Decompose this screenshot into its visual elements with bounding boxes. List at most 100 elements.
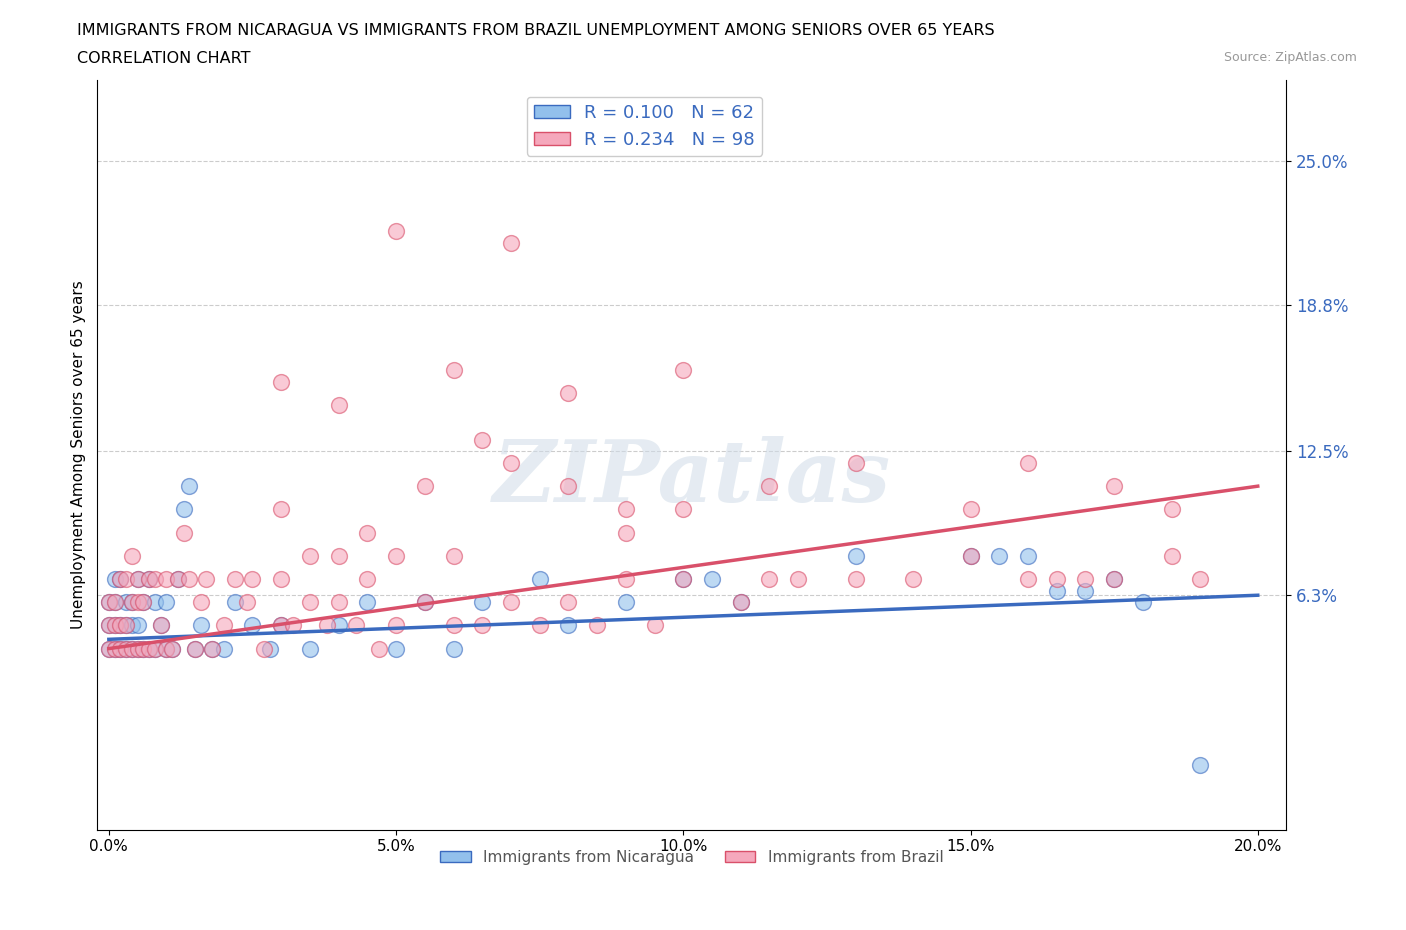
Point xyxy=(270,502,292,517)
Point xyxy=(1102,572,1125,587)
Point xyxy=(190,618,212,632)
Point xyxy=(143,595,166,610)
Point xyxy=(1189,572,1212,587)
Point xyxy=(557,386,579,401)
Point xyxy=(529,618,551,632)
Point xyxy=(242,572,264,587)
Point xyxy=(385,549,408,564)
Point xyxy=(614,595,637,610)
Point xyxy=(132,595,155,610)
Point xyxy=(281,618,304,632)
Point xyxy=(127,641,149,656)
Point xyxy=(845,572,868,587)
Point xyxy=(845,549,868,564)
Point xyxy=(413,595,436,610)
Point xyxy=(1017,456,1039,471)
Point xyxy=(143,641,166,656)
Point xyxy=(115,572,138,587)
Point xyxy=(529,572,551,587)
Point xyxy=(730,595,752,610)
Point xyxy=(586,618,609,632)
Point xyxy=(179,479,201,494)
Point xyxy=(103,595,125,610)
Point xyxy=(443,618,465,632)
Point xyxy=(132,595,155,610)
Point xyxy=(557,618,579,632)
Point xyxy=(155,595,177,610)
Point xyxy=(127,572,149,587)
Point xyxy=(557,479,579,494)
Point xyxy=(443,641,465,656)
Point xyxy=(132,641,155,656)
Point xyxy=(166,572,188,587)
Point xyxy=(700,572,723,587)
Point xyxy=(1189,757,1212,772)
Point xyxy=(644,618,666,632)
Point xyxy=(672,572,695,587)
Point xyxy=(1017,572,1039,587)
Point xyxy=(443,363,465,378)
Point xyxy=(97,595,120,610)
Point xyxy=(1074,572,1097,587)
Point xyxy=(173,525,195,540)
Point xyxy=(121,641,143,656)
Point xyxy=(672,363,695,378)
Point xyxy=(1017,549,1039,564)
Text: Source: ZipAtlas.com: Source: ZipAtlas.com xyxy=(1223,51,1357,64)
Point xyxy=(959,502,981,517)
Point xyxy=(270,572,292,587)
Point xyxy=(121,595,143,610)
Point xyxy=(1102,572,1125,587)
Point xyxy=(328,397,350,412)
Point xyxy=(988,549,1011,564)
Point xyxy=(1132,595,1154,610)
Point xyxy=(127,641,149,656)
Point xyxy=(385,223,408,238)
Point xyxy=(179,572,201,587)
Point xyxy=(316,618,339,632)
Point xyxy=(959,549,981,564)
Point xyxy=(557,595,579,610)
Point xyxy=(298,641,321,656)
Point xyxy=(121,595,143,610)
Point xyxy=(103,572,125,587)
Point xyxy=(328,618,350,632)
Point xyxy=(138,572,160,587)
Point xyxy=(356,525,378,540)
Point xyxy=(298,595,321,610)
Point xyxy=(672,572,695,587)
Point xyxy=(184,641,207,656)
Point xyxy=(1102,479,1125,494)
Point xyxy=(212,641,235,656)
Point xyxy=(110,572,132,587)
Point xyxy=(730,595,752,610)
Point xyxy=(121,618,143,632)
Point xyxy=(270,618,292,632)
Point xyxy=(103,595,125,610)
Point xyxy=(160,641,183,656)
Point xyxy=(235,595,257,610)
Text: ZIPatlas: ZIPatlas xyxy=(494,435,891,519)
Point xyxy=(499,235,522,250)
Point xyxy=(201,641,224,656)
Point xyxy=(127,618,149,632)
Point xyxy=(121,549,143,564)
Point xyxy=(344,618,367,632)
Legend: Immigrants from Nicaragua, Immigrants from Brazil: Immigrants from Nicaragua, Immigrants fr… xyxy=(434,844,949,870)
Point xyxy=(1160,502,1182,517)
Point xyxy=(138,572,160,587)
Point xyxy=(614,572,637,587)
Point xyxy=(499,456,522,471)
Point xyxy=(110,641,132,656)
Point xyxy=(97,618,120,632)
Point xyxy=(201,641,224,656)
Text: CORRELATION CHART: CORRELATION CHART xyxy=(77,51,250,66)
Point xyxy=(471,595,494,610)
Point xyxy=(110,618,132,632)
Point xyxy=(138,641,160,656)
Point xyxy=(97,618,120,632)
Point xyxy=(614,502,637,517)
Point xyxy=(110,572,132,587)
Point xyxy=(328,549,350,564)
Point xyxy=(184,641,207,656)
